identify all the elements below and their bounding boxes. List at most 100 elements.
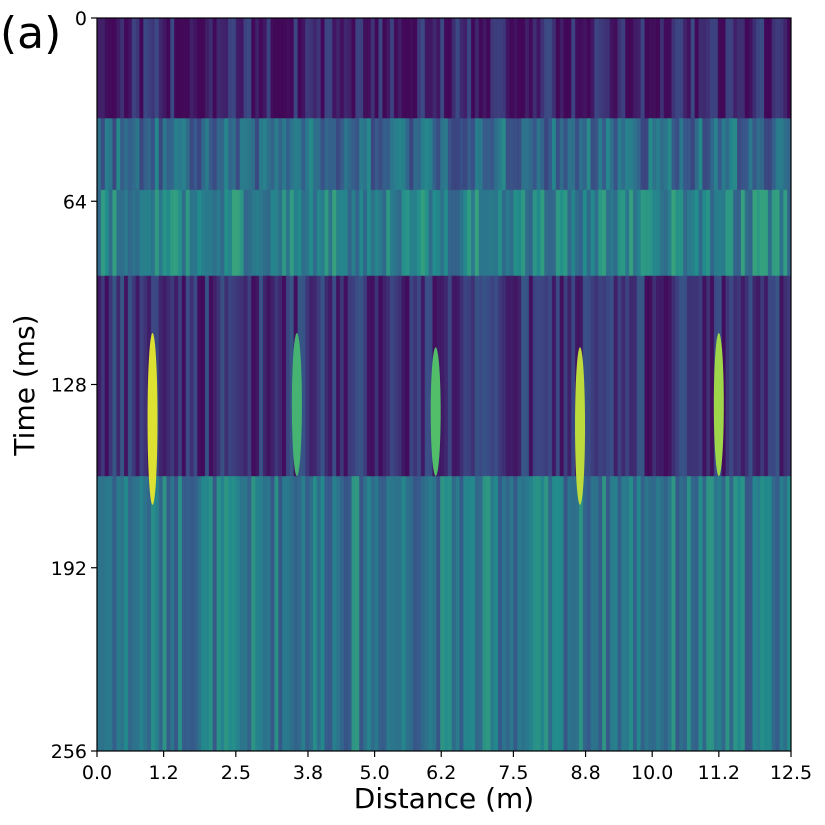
heatmap-cell [220,18,225,119]
heatmap-cell [494,189,499,277]
heatmap-cell [652,189,657,277]
heatmap-cell [567,476,572,751]
heatmap-cell [717,118,723,191]
heatmap-cell [204,275,210,477]
heatmap-cell [363,476,368,751]
heatmap-cell [170,118,175,191]
panel-label: (a) [0,8,61,59]
heatmap-cell [201,118,206,191]
heatmap-cell [135,476,141,751]
heatmap-cell [609,18,615,119]
heatmap-cell [116,18,121,119]
heatmap-cell [347,275,353,477]
heatmap-cell [675,275,680,477]
heatmap-cell [675,476,680,751]
heatmap-cell [120,275,125,477]
heatmap-cell [143,476,148,751]
heatmap-cell [551,118,557,191]
heatmap-cell [505,18,511,119]
heatmap-cell [524,189,530,277]
heatmap-cell [602,18,607,119]
heatmap-cell [602,118,607,191]
heatmap-cell [351,189,356,277]
heatmap-cell [312,118,318,191]
heatmap-cell [621,275,626,477]
heatmap-cell [625,275,630,477]
heatmap-cell [482,275,488,477]
heatmap-cell [671,275,676,477]
heatmap-cell [170,189,175,277]
heatmap-cell [285,118,291,191]
heatmap-cell [378,275,383,477]
heatmap-cell [532,118,538,191]
heatmap-cell [231,189,237,277]
heatmap-cell [417,118,422,191]
heatmap-cell [663,18,669,119]
heatmap-cell [559,18,565,119]
heatmap-cell [775,476,781,751]
heatmap-cell [737,18,742,119]
heatmap-cell [474,18,480,119]
heatmap-cell [401,476,407,751]
heatmap-cell [767,275,773,477]
heatmap-cell [220,118,225,191]
heatmap-cell [243,275,248,477]
heatmap-cell [617,189,622,277]
heatmap-cell [374,18,380,119]
heatmap-cell [582,476,588,751]
heatmap-cell [359,18,364,119]
heatmap-cell [760,118,765,191]
heatmap-cell [594,476,599,751]
heatmap-cell [235,476,241,751]
heatmap-cell [374,275,380,477]
heatmap-cell [282,118,287,191]
heatmap-cell [228,476,233,751]
heatmap-cell [123,476,129,751]
heatmap-cell [594,118,599,191]
heatmap-cell [467,118,472,191]
heatmap-cell [617,18,622,119]
heatmap-cell [139,275,144,477]
heatmap-cell [116,189,121,277]
heatmap-cell [266,189,272,277]
y-tick-label: 64 [63,191,87,213]
heatmap-cell [775,118,781,191]
heatmap-cell [386,476,391,751]
heatmap-cell [185,118,191,191]
heatmap-cell [729,189,734,277]
heatmap-cell [262,189,268,277]
heatmap-cell [478,189,484,277]
heatmap-cell [787,18,791,119]
heatmap-cell [694,118,700,191]
heatmap-cell [251,18,256,119]
heatmap-cell [347,18,353,119]
heatmap-cell [127,118,133,191]
heatmap-cell [706,476,711,751]
heatmap-cell [740,18,746,119]
heatmap-cell [235,118,241,191]
heatmap-cell [436,189,441,277]
heatmap-cell [266,18,272,119]
heatmap-cell [605,189,611,277]
heatmap-cell [609,118,615,191]
y-axis-title: Time (ms) [8,314,41,456]
heatmap-cell [301,275,306,477]
x-axis: 0.0 1.2 2.5 3.8 5.0 6.2 7.5 8.8 10.0 11.2 12.5 [82,751,812,784]
heatmap-cell [548,275,553,477]
heatmap-cell [451,275,457,477]
heatmap-cell [432,118,437,191]
bright-streak [147,332,158,505]
x-tick-label: 0.0 [82,762,112,784]
heatmap-cell [393,118,399,191]
heatmap-cell [455,275,461,477]
heatmap-cell [740,189,746,277]
heatmap-cell [632,118,638,191]
heatmap-cell [239,189,245,277]
heatmap-cell [787,275,791,477]
heatmap-cell [328,476,333,751]
heatmap-cell [297,189,302,277]
heatmap-cell [729,476,734,751]
heatmap-cell [216,275,221,477]
heatmap-cell [725,476,730,751]
heatmap-cell [748,275,754,477]
